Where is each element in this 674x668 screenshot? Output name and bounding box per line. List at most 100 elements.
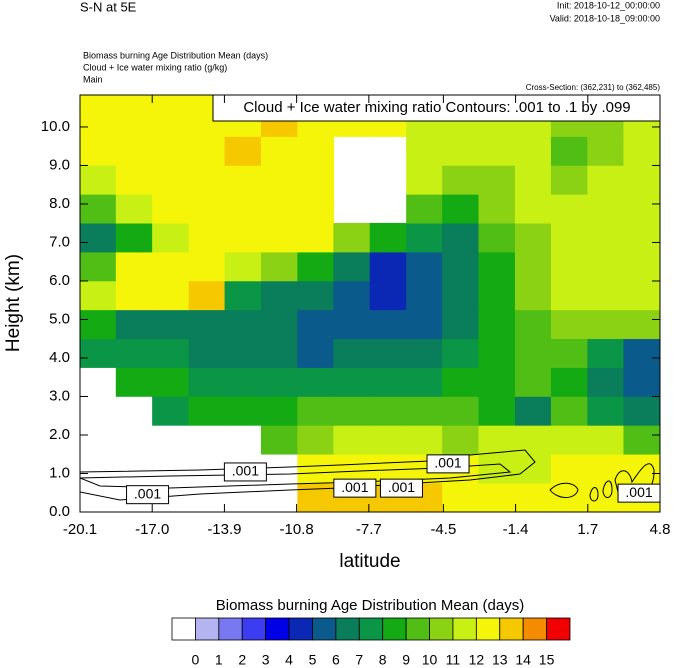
heat-cell xyxy=(152,338,190,368)
heat-cell xyxy=(514,396,552,426)
heat-cell xyxy=(514,453,552,484)
x-axis-label: latitude xyxy=(339,551,400,572)
heat-cell xyxy=(188,136,226,166)
heat-cell xyxy=(623,338,660,368)
contour-label-box xyxy=(379,478,423,498)
heat-cell xyxy=(80,165,117,195)
colorbar-label: 5 xyxy=(309,652,317,668)
heat-cell xyxy=(442,367,480,397)
heat-cell xyxy=(80,222,117,253)
heat-cell xyxy=(188,280,226,311)
heat-cell xyxy=(333,396,371,426)
heat-cell xyxy=(550,396,588,426)
heat-cell xyxy=(514,251,552,282)
heat-cell xyxy=(442,222,480,253)
heat-cell xyxy=(152,194,190,224)
x-tick-label: -4.5 xyxy=(430,521,456,538)
valid-time: Valid: 2018-10-18_09:00:00 xyxy=(550,13,660,23)
heat-cell xyxy=(406,338,443,368)
heat-cell xyxy=(115,194,153,224)
heat-cell xyxy=(115,367,153,397)
colorbar-box xyxy=(546,617,571,641)
heat-cell xyxy=(623,396,660,426)
heat-cell xyxy=(152,309,190,340)
heat-cell xyxy=(369,453,407,484)
heat-cell xyxy=(478,453,516,484)
heat-cell xyxy=(478,425,516,455)
heat-cell xyxy=(188,309,226,340)
heat-cell xyxy=(550,280,588,311)
contour-line xyxy=(80,463,512,489)
colorbar-box xyxy=(288,617,313,641)
heat-cell xyxy=(333,367,371,397)
y-tick-label: 3.0 xyxy=(49,387,70,404)
heat-cell xyxy=(80,338,117,368)
heat-cell xyxy=(152,222,190,253)
contour-line xyxy=(80,449,536,501)
colorbar-box xyxy=(312,617,337,641)
colorbar-box xyxy=(499,617,524,641)
heat-cell xyxy=(442,482,480,512)
colorbar-label: 14 xyxy=(515,652,531,668)
heat-cell xyxy=(623,425,660,455)
heat-cell xyxy=(260,136,298,166)
heat-cell xyxy=(442,396,480,426)
heat-cell xyxy=(224,165,262,195)
contour-label-box xyxy=(426,454,470,474)
heat-cell xyxy=(587,251,625,282)
x-tick-label: -10.8 xyxy=(280,521,314,538)
heat-cell xyxy=(587,338,625,368)
heat-cell xyxy=(406,396,443,426)
colorbar-label: 12 xyxy=(469,652,485,668)
colorbar-label: 13 xyxy=(492,652,508,668)
heat-cell xyxy=(115,338,153,368)
heat-cell xyxy=(442,309,480,340)
heat-cell xyxy=(478,309,516,340)
contour-label-box xyxy=(617,483,661,503)
heat-cell xyxy=(587,367,625,397)
heat-cell xyxy=(442,251,480,282)
heat-cell xyxy=(224,309,262,340)
heat-cell xyxy=(442,194,480,224)
heat-cell xyxy=(514,136,552,166)
y-tick-label: 4.0 xyxy=(49,349,70,366)
heat-cell xyxy=(297,425,335,455)
heat-cell xyxy=(442,425,480,455)
colorbar-label: 0 xyxy=(192,652,200,668)
heat-cell xyxy=(587,425,625,455)
heat-cell xyxy=(297,251,335,282)
colorbar-label: 8 xyxy=(379,652,387,668)
heat-cell xyxy=(623,194,660,224)
heat-cell xyxy=(550,367,588,397)
heat-cell xyxy=(623,165,660,195)
colorbar-box xyxy=(241,617,267,641)
x-tick-label: -20.1 xyxy=(63,521,97,538)
heat-cell xyxy=(514,425,552,455)
heat-cell xyxy=(115,251,153,282)
y-tick-label: 6.0 xyxy=(49,272,70,289)
heat-cell xyxy=(260,309,298,340)
heat-cell xyxy=(152,95,190,109)
heat-cell xyxy=(297,453,335,484)
heat-cell xyxy=(406,165,443,195)
heat-cell xyxy=(188,222,226,253)
heat-cell xyxy=(514,194,552,224)
colorbar-label: 1 xyxy=(215,652,223,668)
heat-cell xyxy=(369,222,407,253)
heat-cell xyxy=(80,136,117,166)
heat-cell xyxy=(152,251,190,282)
heat-cell xyxy=(478,136,516,166)
heat-cell xyxy=(478,251,516,282)
heat-cell xyxy=(188,165,226,195)
colorbar-label: 11 xyxy=(446,652,461,668)
heat-cell xyxy=(260,367,298,397)
heat-cell xyxy=(152,280,190,311)
heat-cell xyxy=(115,222,153,253)
heat-cell xyxy=(369,367,407,397)
heat-cell xyxy=(406,222,443,253)
heat-cell xyxy=(623,251,660,282)
x-tick-label: 4.8 xyxy=(650,521,671,538)
x-tick-label: -1.4 xyxy=(503,521,529,538)
heat-cell xyxy=(514,165,552,195)
